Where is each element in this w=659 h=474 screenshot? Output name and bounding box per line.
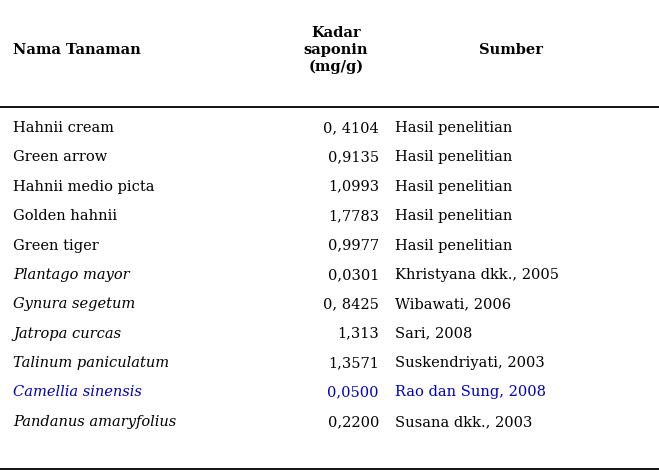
Text: Susana dkk., 2003: Susana dkk., 2003 (395, 415, 532, 429)
Text: 1,3571: 1,3571 (328, 356, 379, 370)
Text: Suskendriyati, 2003: Suskendriyati, 2003 (395, 356, 545, 370)
Text: Hasil penelitian: Hasil penelitian (395, 238, 513, 253)
Text: 0, 4104: 0, 4104 (323, 121, 379, 135)
Text: Hasil penelitian: Hasil penelitian (395, 209, 513, 223)
Text: Gynura segetum: Gynura segetum (13, 297, 136, 311)
Text: Green tiger: Green tiger (13, 238, 99, 253)
Text: Golden hahnii: Golden hahnii (13, 209, 117, 223)
Text: 1,0993: 1,0993 (328, 180, 379, 194)
Text: Hasil penelitian: Hasil penelitian (395, 150, 513, 164)
Text: Hasil penelitian: Hasil penelitian (395, 121, 513, 135)
Text: Kadar
saponin
(mg/g): Kadar saponin (mg/g) (304, 26, 368, 74)
Text: Rao dan Sung, 2008: Rao dan Sung, 2008 (395, 385, 546, 400)
Text: 0, 8425: 0, 8425 (323, 297, 379, 311)
Text: Pandanus amaryfolius: Pandanus amaryfolius (13, 415, 177, 429)
Text: Sari, 2008: Sari, 2008 (395, 327, 473, 341)
Text: 0,2200: 0,2200 (328, 415, 379, 429)
Text: Hahnii cream: Hahnii cream (13, 121, 114, 135)
Text: 0,9977: 0,9977 (328, 238, 379, 253)
Text: 0,0301: 0,0301 (328, 268, 379, 282)
Text: 0,9135: 0,9135 (328, 150, 379, 164)
Text: 0,0500: 0,0500 (328, 385, 379, 400)
Text: Hasil penelitian: Hasil penelitian (395, 180, 513, 194)
Text: Green arrow: Green arrow (13, 150, 107, 164)
Text: Camellia sinensis: Camellia sinensis (13, 385, 142, 400)
Text: 1,313: 1,313 (337, 327, 379, 341)
Text: Hahnii medio picta: Hahnii medio picta (13, 180, 155, 194)
Text: Plantago mayor: Plantago mayor (13, 268, 130, 282)
Text: Talinum paniculatum: Talinum paniculatum (13, 356, 169, 370)
Text: Khristyana dkk., 2005: Khristyana dkk., 2005 (395, 268, 559, 282)
Text: Jatropa curcas: Jatropa curcas (13, 327, 121, 341)
Text: Wibawati, 2006: Wibawati, 2006 (395, 297, 511, 311)
Text: Sumber: Sumber (478, 43, 543, 57)
Text: 1,7783: 1,7783 (328, 209, 379, 223)
Text: Nama Tanaman: Nama Tanaman (13, 43, 141, 57)
